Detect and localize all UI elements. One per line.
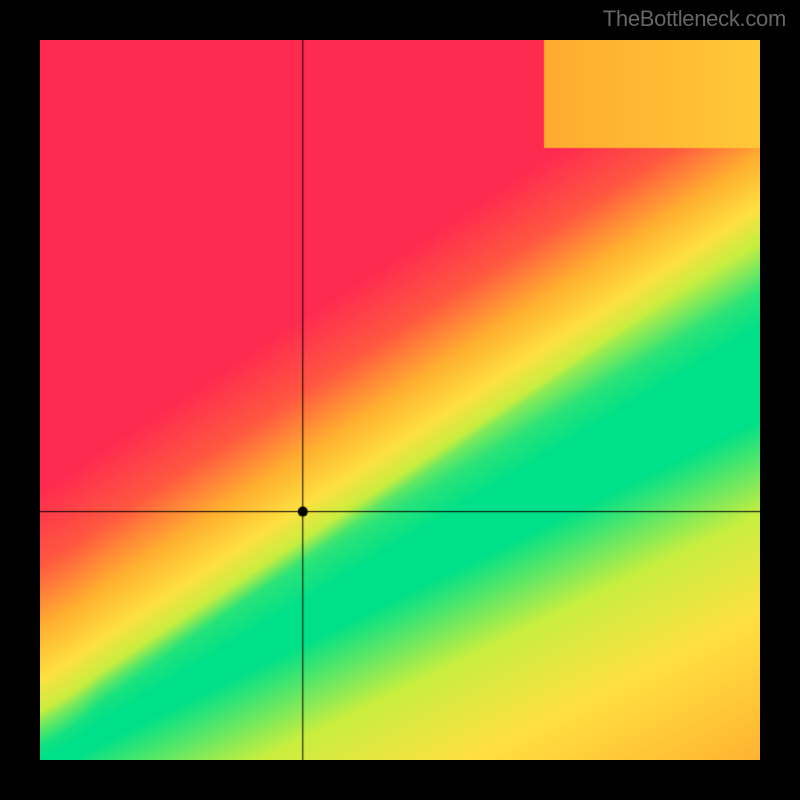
- watermark-text: TheBottleneck.com: [603, 6, 786, 32]
- plot-area: [40, 40, 760, 760]
- heatmap-canvas: [40, 40, 760, 760]
- chart-frame: TheBottleneck.com: [0, 0, 800, 800]
